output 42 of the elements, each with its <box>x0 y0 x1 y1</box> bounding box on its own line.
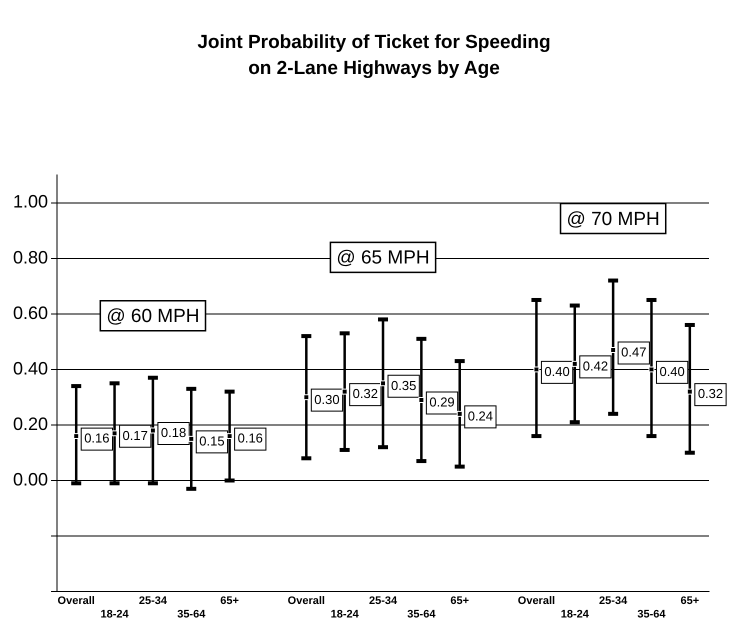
x-tick-label: 25-34 <box>599 595 628 608</box>
y-tick-label: 0.40 <box>12 358 48 378</box>
data-label: 0.35 <box>391 378 416 393</box>
x-tick-label: 18-24 <box>330 608 360 620</box>
chart-title: Joint Probability of Ticket for Speeding on 2-Lane Highways by Age <box>196 31 552 81</box>
x-tick-label: 18-24 <box>560 608 590 620</box>
x-tick-label: 35-64 <box>177 608 206 620</box>
data-label: 0.24 <box>468 408 494 424</box>
x-tick-label: 65+ <box>680 595 700 608</box>
x-tick-label: Overall <box>58 595 95 608</box>
x-tick-label: 35-64 <box>407 608 436 620</box>
data-label: 0.18 <box>160 425 186 440</box>
y-tick-label: 1.00 <box>12 192 48 212</box>
x-tick-label: Overall <box>288 595 325 608</box>
point <box>533 366 540 372</box>
data-label: 0.32 <box>352 386 378 402</box>
x-tick-label: 65+ <box>450 595 470 608</box>
annotation: @ 70 MPH <box>566 208 660 230</box>
data-label: 0.16 <box>238 430 263 446</box>
y-tick-label: 0.00 <box>12 469 48 490</box>
data-label: 0.17 <box>122 428 148 443</box>
annotation: @ 65 MPH <box>336 248 430 269</box>
x-tick-label: 18-24 <box>100 608 130 620</box>
data-label: 0.16 <box>84 430 110 446</box>
x-tick-label: 35-64 <box>637 608 666 620</box>
data-label: 0.32 <box>698 386 724 402</box>
data-label: 0.47 <box>621 344 646 360</box>
y-tick-label: 0.80 <box>12 247 48 268</box>
x-tick-label: 25-34 <box>138 595 168 608</box>
data-label: 0.15 <box>199 433 225 448</box>
data-label: 0.40 <box>544 364 570 379</box>
point <box>648 366 654 372</box>
annotation: @ 60 MPH <box>106 306 200 327</box>
y-tick-label: 0.20 <box>12 414 48 434</box>
data-label: 0.30 <box>314 392 340 407</box>
data-label: 0.29 <box>429 394 455 410</box>
data-label: 0.42 <box>582 358 608 374</box>
x-tick-label: 25-34 <box>368 595 398 608</box>
x-tick-label: Overall <box>518 595 556 608</box>
y-tick-label: 0.60 <box>12 302 48 323</box>
x-tick-label: 65+ <box>220 595 239 608</box>
data-label: 0.40 <box>659 364 685 379</box>
